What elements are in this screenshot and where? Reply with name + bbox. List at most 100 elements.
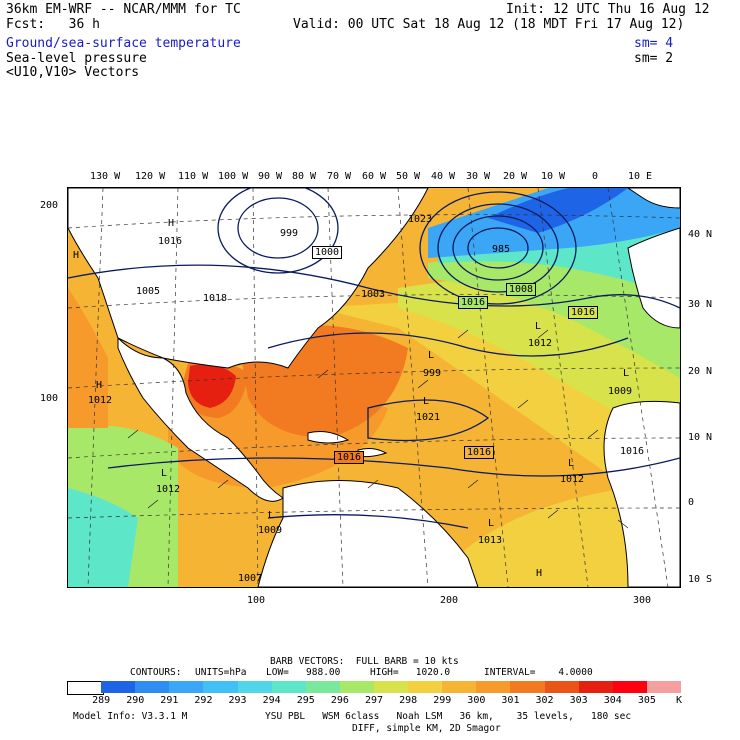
lon-label: 130 W <box>90 171 121 182</box>
colorbar-label: 291 <box>160 695 179 706</box>
colorbar-label: 301 <box>501 695 520 706</box>
pacific-north <box>68 288 108 428</box>
pressure-label: 999 <box>280 228 299 239</box>
lon-label: 60 W <box>362 171 387 182</box>
colorbar-cell <box>305 681 341 693</box>
low-marker: L <box>535 321 542 332</box>
lon-label: 80 W <box>292 171 317 182</box>
lon-label: 0 <box>592 171 599 182</box>
colorbar-label: 296 <box>330 695 349 706</box>
low-marker: L <box>488 518 495 529</box>
high-marker: H <box>168 218 175 229</box>
colorbar-label: 294 <box>262 695 281 706</box>
mexico-land <box>117 336 284 502</box>
colorbar-label: 304 <box>603 695 622 706</box>
colorbar-label: 290 <box>126 695 145 706</box>
high-marker: H <box>96 380 103 391</box>
pressure-label: 1021 <box>416 412 441 423</box>
pressure-label: 1009 <box>608 386 633 397</box>
lon-label: 100 W <box>218 171 249 182</box>
south-america-land <box>257 480 479 587</box>
colorbar-cell <box>203 681 239 693</box>
lat-label: 20 N <box>688 366 713 377</box>
cuba-land <box>307 431 350 444</box>
colorbar-cell <box>646 681 682 693</box>
lat-label: 10 S <box>688 574 713 585</box>
grid-x-label: 100 <box>247 595 266 606</box>
wind-barbs <box>127 329 629 529</box>
colorbar-label: 292 <box>194 695 213 706</box>
field-label-sst: Ground/sea-surface temperature <box>6 36 241 51</box>
colorbar-cell <box>67 681 104 695</box>
physics-info: YSU PBL WSM 6class Noah LSM 36 km, 35 le… <box>265 711 632 722</box>
colorbar-cell <box>237 681 273 693</box>
field-sm-sst: sm= 4 <box>634 36 674 51</box>
lat-label: 30 N <box>688 299 713 310</box>
pressure-label: 985 <box>492 244 511 255</box>
lat-label: 40 N <box>688 229 713 240</box>
low-marker: L <box>428 350 435 361</box>
map-panel: 1023 985 999 1016 1005 1018 1003 1012 10… <box>67 187 681 588</box>
colorbar-label: 298 <box>399 695 418 706</box>
field-label-vectors: <U10,V10> Vectors <box>6 65 140 80</box>
lon-label: 30 W <box>466 171 491 182</box>
lon-label: 90 W <box>258 171 283 182</box>
colorbar-label: 305 <box>637 695 656 706</box>
diff-info: DIFF, simple KM, 2D Smagor <box>352 723 501 734</box>
low-marker: L <box>423 396 430 407</box>
pressure-label: 1018 <box>203 293 228 304</box>
lon-label: 10 W <box>541 171 566 182</box>
colorbar-label: 293 <box>228 695 247 706</box>
colorbar-label: 295 <box>296 695 315 706</box>
grid-y-label: 200 <box>40 200 59 211</box>
colorbar-cell <box>135 681 170 693</box>
field-label-slp: Sea-level pressure <box>6 51 147 66</box>
pacific-cooler <box>68 488 138 587</box>
boxed-pressure-label: 1000 <box>312 246 343 259</box>
isobars <box>68 188 680 529</box>
boxed-pressure-label: 1016 <box>458 296 489 309</box>
lon-label: 40 W <box>431 171 456 182</box>
forecast-hour: Fcst: 36 h <box>6 17 100 32</box>
model-info: Model Info: V3.3.1 M <box>73 711 188 722</box>
model-title: 36km EM-WRF -- NCAR/MMM for TC <box>6 2 241 17</box>
field-sm-slp: sm= 2 <box>634 51 674 66</box>
sst-colorbar <box>67 681 682 695</box>
colorbar-cell <box>612 681 648 693</box>
map-svg <box>68 188 680 587</box>
grid-x-label: 300 <box>633 595 652 606</box>
pressure-label: 1023 <box>408 214 433 225</box>
pressure-label: 999 <box>423 368 442 379</box>
europe-land <box>627 188 680 209</box>
lat-label: 0 <box>688 497 695 508</box>
high-marker: H <box>73 250 80 261</box>
pressure-label: 1012 <box>528 338 553 349</box>
contours-high: HIGH= 1020.0 <box>370 667 451 678</box>
contours-label: CONTOURS: <box>130 667 182 678</box>
contours-units: UNITS=hPa <box>195 667 247 678</box>
colorbar-cell <box>339 681 375 693</box>
boxed-pressure-label: 1016 <box>334 451 365 464</box>
colorbar-label: 303 <box>569 695 588 706</box>
contours-interval: INTERVAL= 4.0000 <box>484 667 593 678</box>
colorbar-label: 300 <box>467 695 486 706</box>
boxed-pressure-label: 1016 <box>568 306 599 319</box>
lat-label: 10 N <box>688 432 713 443</box>
boxed-pressure-label: 1016 <box>464 446 495 459</box>
gulf-hot <box>188 364 236 408</box>
pressure-label: 1016 <box>158 236 183 247</box>
pressure-label: 1009 <box>258 525 283 536</box>
pressure-label: 1012 <box>560 474 585 485</box>
colorbar-cell <box>544 681 580 693</box>
colorbar-unit: K <box>676 695 683 706</box>
colorbar-label: 297 <box>364 695 384 706</box>
lon-label: 10 E <box>628 171 653 182</box>
colorbar-label: 299 <box>433 695 452 706</box>
low-marker: L <box>623 368 630 379</box>
colorbar-cell <box>374 681 409 693</box>
pressure-label: 1012 <box>156 484 181 495</box>
contours-low: LOW= 988.00 <box>266 667 341 678</box>
colorbar-label: 289 <box>92 695 111 706</box>
colorbar-cell <box>169 681 204 693</box>
